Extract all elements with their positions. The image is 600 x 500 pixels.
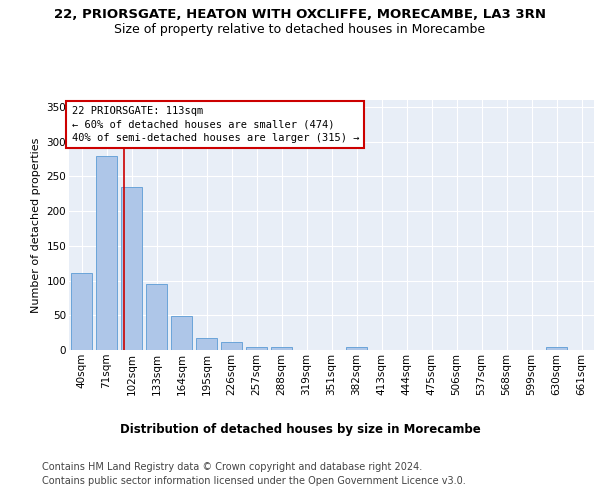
- Text: Contains public sector information licensed under the Open Government Licence v3: Contains public sector information licen…: [42, 476, 466, 486]
- Bar: [246, 346, 267, 350]
- Bar: [196, 338, 217, 350]
- Bar: [96, 156, 117, 350]
- Text: 22, PRIORSGATE, HEATON WITH OXCLIFFE, MORECAMBE, LA3 3RN: 22, PRIORSGATE, HEATON WITH OXCLIFFE, MO…: [54, 8, 546, 20]
- Bar: [271, 347, 292, 350]
- Text: 22 PRIORSGATE: 113sqm
← 60% of detached houses are smaller (474)
40% of semi-det: 22 PRIORSGATE: 113sqm ← 60% of detached …: [71, 106, 359, 142]
- Y-axis label: Number of detached properties: Number of detached properties: [31, 138, 41, 312]
- Text: Contains HM Land Registry data © Crown copyright and database right 2024.: Contains HM Land Registry data © Crown c…: [42, 462, 422, 472]
- Bar: [146, 284, 167, 350]
- Text: Size of property relative to detached houses in Morecambe: Size of property relative to detached ho…: [115, 22, 485, 36]
- Text: Distribution of detached houses by size in Morecambe: Distribution of detached houses by size …: [119, 422, 481, 436]
- Bar: [346, 347, 367, 350]
- Bar: [221, 342, 242, 350]
- Bar: [121, 187, 142, 350]
- Bar: [171, 316, 192, 350]
- Bar: [71, 273, 92, 350]
- Bar: [546, 347, 567, 350]
